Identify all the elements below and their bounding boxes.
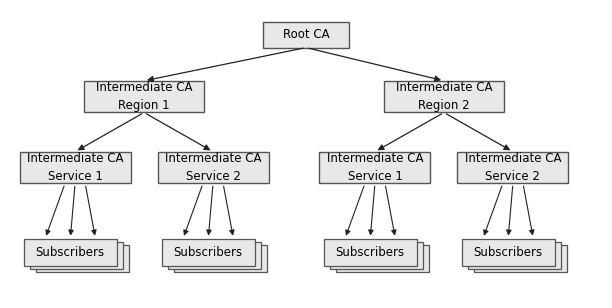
Bar — [168, 241, 261, 269]
Text: Intermediate CA
Service 2: Intermediate CA Service 2 — [465, 152, 561, 183]
Bar — [36, 245, 129, 272]
Text: Intermediate CA
Service 1: Intermediate CA Service 1 — [327, 152, 424, 183]
Bar — [461, 238, 554, 266]
Text: Subscribers: Subscribers — [335, 245, 405, 259]
Bar — [162, 238, 255, 266]
Bar — [468, 241, 561, 269]
Text: Subscribers: Subscribers — [474, 245, 543, 259]
Text: Subscribers: Subscribers — [35, 245, 105, 259]
Text: Root CA: Root CA — [283, 28, 329, 41]
Bar — [324, 238, 417, 266]
Bar — [174, 245, 267, 272]
Bar — [20, 152, 130, 184]
Bar — [263, 22, 349, 48]
Text: Intermediate CA
Region 1: Intermediate CA Region 1 — [96, 81, 192, 112]
Bar — [319, 152, 430, 184]
Bar — [24, 238, 117, 266]
Bar — [84, 81, 204, 112]
Bar — [30, 241, 123, 269]
Bar — [384, 81, 504, 112]
Bar — [330, 241, 423, 269]
Text: Intermediate CA
Region 2: Intermediate CA Region 2 — [396, 81, 492, 112]
Bar — [474, 245, 567, 272]
Bar — [336, 245, 428, 272]
Text: Subscribers: Subscribers — [174, 245, 243, 259]
Bar — [157, 152, 269, 184]
Text: Intermediate CA
Service 2: Intermediate CA Service 2 — [165, 152, 261, 183]
Bar — [457, 152, 569, 184]
Text: Intermediate CA
Service 1: Intermediate CA Service 1 — [27, 152, 124, 183]
